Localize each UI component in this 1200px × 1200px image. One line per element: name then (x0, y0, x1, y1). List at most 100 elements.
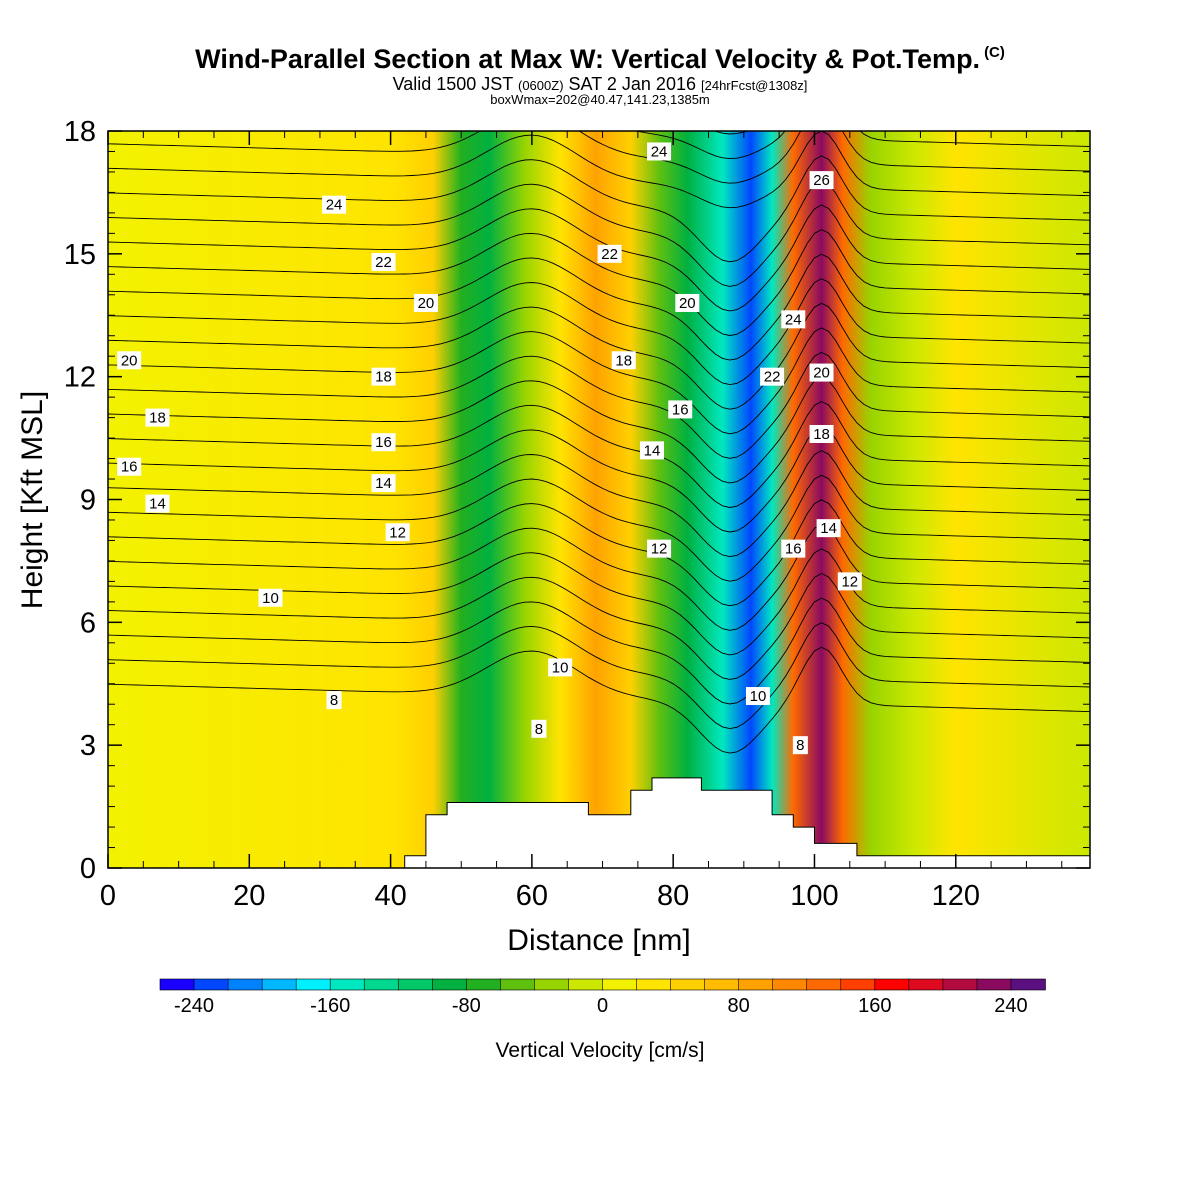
y-tick-label: 9 (80, 485, 96, 517)
isentrope-line (108, 0, 1090, 60)
contour-label-box (809, 171, 834, 190)
isentrope-line (108, 0, 1090, 36)
isentrope-line (108, 253, 1090, 361)
contour-label-text: 14 (149, 496, 166, 513)
plot-area: 24 22 20 20 18 18 16 16 14 14 12 10 8 24 22 20 18 16 14 12 1… (108, 0, 1090, 868)
colorbar-tick-label: -80 (452, 995, 481, 1017)
contour-label-text: 16 (375, 434, 392, 451)
contour-label-box (413, 293, 438, 312)
contour-label-box (145, 408, 170, 427)
chart-title: Wind-Parallel Section at Max W: Vertical… (0, 44, 1200, 75)
contour-label: 20 (809, 363, 834, 382)
contour-label: 24 (781, 310, 806, 329)
x-tick-label: 0 (100, 880, 116, 912)
contour-label-box (371, 367, 396, 386)
colorbar-swatch (466, 978, 502, 991)
valid-date: SAT 2 Jan 2016 (568, 74, 696, 94)
isentrope-line (108, 646, 1090, 754)
contour-label: 8 (531, 719, 547, 738)
contour-label: 10 (548, 658, 573, 677)
contour-label-box (117, 457, 142, 476)
contour-label-text: 10 (262, 590, 279, 607)
box-info: boxWmax=202@40.47,141.23,1385m (490, 92, 710, 107)
contour-label-box (597, 244, 622, 263)
isentrope-line (108, 425, 1090, 533)
isentrope-line (108, 622, 1090, 730)
isentrope-line (108, 450, 1090, 558)
contour-label-text: 24 (326, 197, 343, 214)
title-units-mark: (C) (984, 44, 1005, 61)
isentrope-line (108, 8, 1090, 85)
y-tick-label: 0 (80, 853, 96, 885)
colorbar-swatch (670, 978, 706, 991)
colorbar-swatch (772, 978, 808, 991)
colorbar-swatch (840, 978, 876, 991)
contour-label-box (145, 494, 170, 513)
contour-label: 10 (258, 588, 283, 607)
contour-label-text: 14 (375, 475, 392, 492)
contour-label-box (809, 424, 834, 443)
contour-label: 18 (371, 367, 396, 386)
contour-label-box (326, 691, 342, 710)
isentrope-line (108, 33, 1090, 110)
contour-label-text: 18 (375, 369, 392, 386)
contour-label: 20 (117, 351, 142, 370)
colorbar-swatch (942, 978, 978, 991)
y-tick-label: 15 (64, 239, 96, 271)
isentrope-line (108, 179, 1090, 287)
y-axis-title: Height [Kft MSL] (16, 391, 49, 609)
contour-label-box (668, 400, 693, 419)
pot-temp-contours (108, 0, 1090, 754)
contour-label-box (745, 687, 770, 706)
x-tick-label: 20 (233, 880, 265, 912)
x-tick-label: 120 (932, 880, 980, 912)
contour-label-box (809, 363, 834, 382)
colorbar-swatch (193, 978, 229, 991)
contour-label: 18 (809, 424, 834, 443)
colorbar-title: Vertical Velocity [cm/s] (496, 1039, 705, 1062)
colorbar-swatch (602, 978, 638, 991)
chart-subtitle: Valid 1500 JST (0600Z) SAT 2 Jan 2016 [2… (0, 74, 1200, 95)
colorbar-tick-label: 80 (728, 995, 750, 1017)
contour-label: 12 (647, 539, 672, 558)
contour-label-box (647, 539, 672, 558)
isentrope-line (108, 0, 1090, 11)
contour-label-text: 22 (601, 246, 618, 263)
contour-label-text: 8 (330, 692, 338, 709)
contour-label-box (675, 293, 700, 312)
contour-label: 20 (675, 293, 700, 312)
y-tick-label: 18 (64, 116, 96, 148)
contour-label-text: 24 (651, 143, 668, 160)
contour-label: 16 (781, 539, 806, 558)
contour-label-text: 8 (796, 737, 804, 754)
isentrope-line (108, 327, 1090, 435)
contour-label: 10 (745, 687, 770, 706)
colorbar-swatch (874, 978, 910, 991)
contour-label-text: 20 (418, 295, 435, 312)
contour-label-box (531, 719, 547, 738)
contour-label-box (816, 519, 841, 538)
contour-label-box (837, 572, 862, 591)
colorbar-swatch (363, 978, 400, 991)
vertical-velocity-field (108, 131, 1090, 868)
terrain (108, 777, 1090, 868)
contour-label-text: 12 (651, 541, 668, 558)
contour-label-text: 16 (785, 541, 802, 558)
colorbar-tick-label: -240 (174, 995, 214, 1017)
contour-label: 16 (117, 457, 142, 476)
contour-label-text: 26 (813, 172, 830, 189)
colorbar-tick-label: 160 (858, 995, 891, 1017)
contour-label-box (371, 433, 396, 452)
contour-label-text: 10 (552, 659, 569, 676)
contour-label: 12 (837, 572, 862, 591)
contour-label: 12 (385, 523, 410, 542)
contour-label-box (385, 523, 410, 542)
isentrope-line (108, 499, 1090, 607)
contour-label-box (371, 253, 396, 272)
colorbar-swatch (227, 978, 263, 991)
forecast-info: [24hrFcst@1308z] (701, 78, 808, 93)
colorbar-swatch (806, 978, 842, 991)
contour-label: 8 (326, 691, 342, 710)
colorbar-tick-label: 0 (597, 995, 608, 1017)
isentrope-line (108, 523, 1090, 631)
